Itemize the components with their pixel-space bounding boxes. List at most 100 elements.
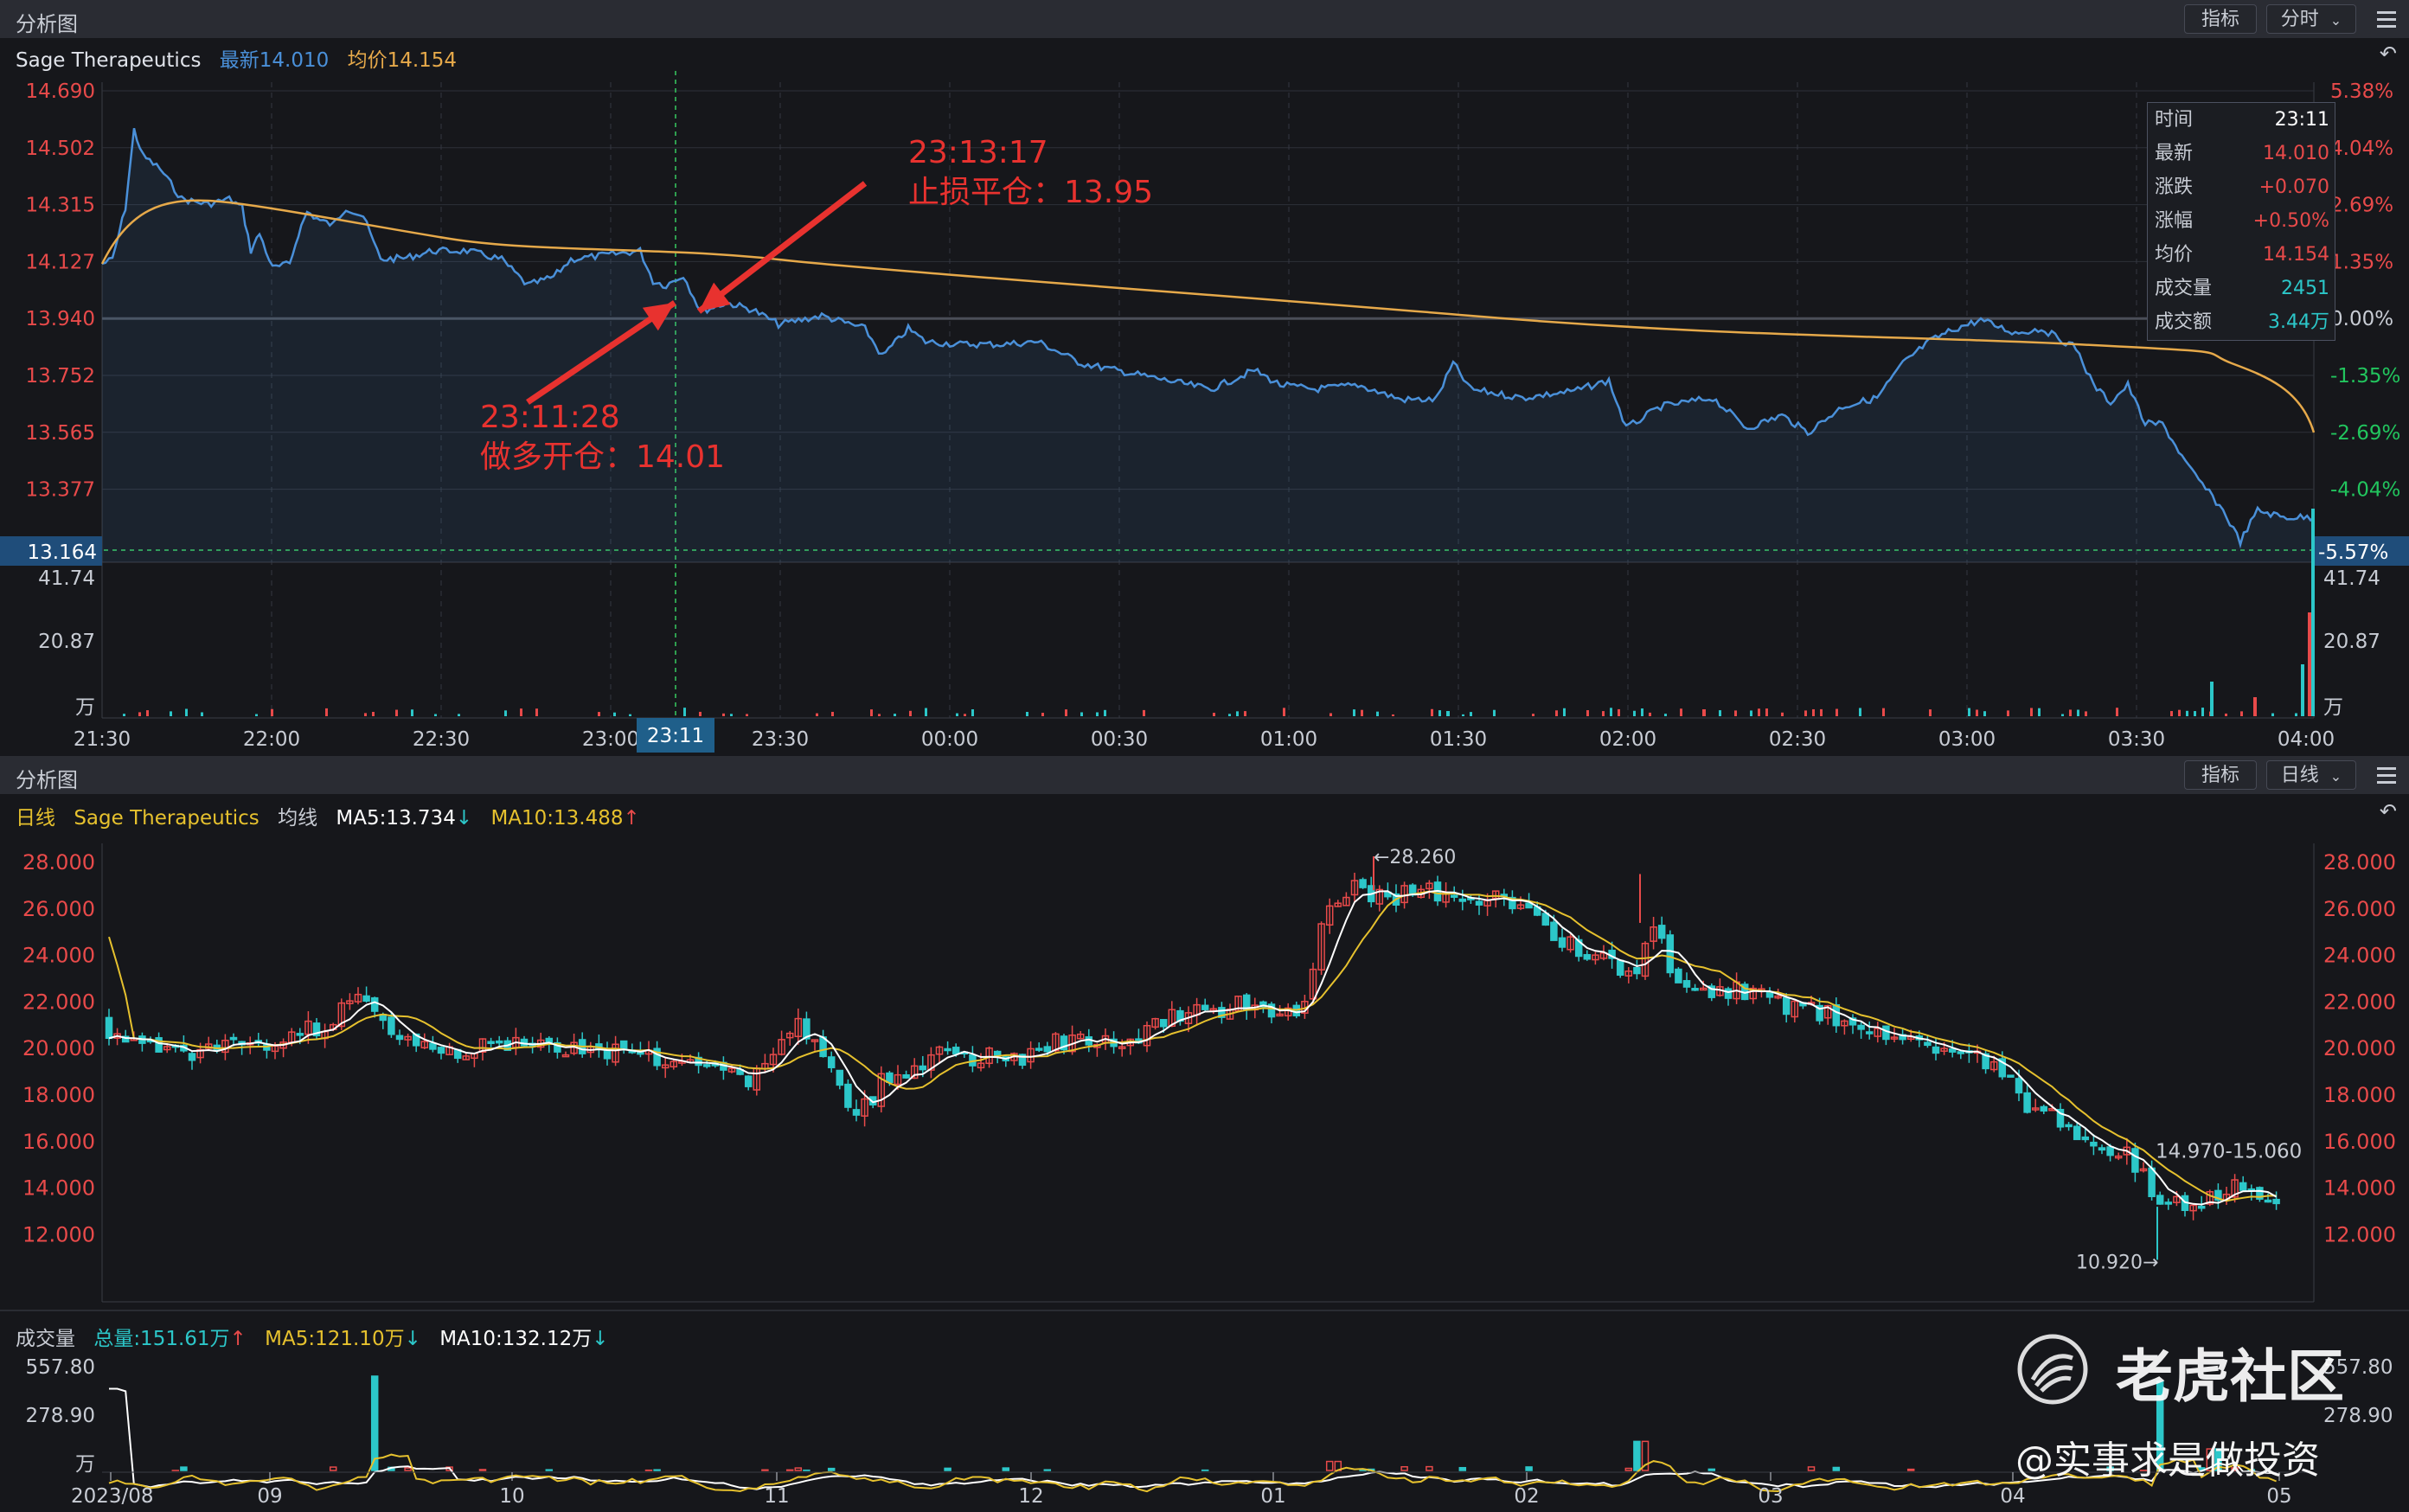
pct-tick-label: 0.00%: [2330, 308, 2393, 330]
volume-bar: [434, 714, 437, 716]
volume-bar: [1400, 1465, 1408, 1471]
undo-icon[interactable]: ↶: [2379, 42, 2397, 66]
candle-body: [221, 1040, 229, 1054]
candle-body: [478, 1038, 487, 1054]
volume-bar: [1228, 714, 1231, 716]
date-tick-label: 09: [257, 1485, 282, 1508]
top-indicator-button[interactable]: 指标: [2184, 4, 2257, 34]
candle-body: [1342, 896, 1350, 907]
price-tick-label: 14.690: [26, 80, 95, 103]
tooltip-key: 成交量: [2155, 278, 2213, 299]
price-tick-label: 13.752: [26, 365, 95, 388]
volume-bar: [925, 708, 927, 716]
candle-body: [196, 1048, 204, 1059]
ma5-label: MA5:13.734↓: [336, 807, 472, 830]
candle-body: [487, 1041, 495, 1044]
menu-icon[interactable]: [2377, 767, 2396, 788]
volume-bar: [2178, 709, 2181, 716]
volume-bar: [1859, 708, 1861, 716]
menu-icon[interactable]: [2377, 11, 2396, 32]
candle-body: [1749, 987, 1758, 1000]
candle-body: [852, 1109, 861, 1116]
volume-bar: [2038, 708, 2041, 716]
volume-bar: [1680, 708, 1682, 716]
candle-body: [2139, 1168, 2148, 1172]
tooltip-row: 均价 14.154: [2148, 238, 2335, 272]
candle-body: [1633, 967, 1641, 975]
kline-price-tick: 24.000: [22, 944, 95, 968]
candle-body: [1350, 880, 1359, 896]
candle-body: [1982, 1053, 1989, 1070]
volume-bar: [1702, 709, 1706, 716]
volume-info-line: 成交量 总量:151.61万↑ MA5:121.10万↓ MA10:132.12…: [16, 1322, 621, 1351]
volume-bar: [1758, 708, 1760, 716]
price-tick-label: 13.377: [26, 479, 95, 502]
candle-body: [1874, 1028, 1882, 1037]
volume-total-value: 总量:151.61万: [93, 1328, 230, 1350]
volume-bar: [1041, 713, 1044, 716]
volume-bar: [2301, 664, 2304, 716]
range-marker: 14.970-15.060: [2156, 1141, 2302, 1163]
date-tick-label: 11: [764, 1485, 789, 1508]
bottom-indicator-button[interactable]: 指标: [2184, 760, 2257, 790]
volume-bar: [370, 1375, 379, 1471]
date-tick-label: 2023/08: [71, 1485, 154, 1508]
undo-icon[interactable]: ↶: [2379, 799, 2397, 823]
volume-total: 总量:151.61万↑: [93, 1328, 247, 1350]
daily-kline-chart[interactable]: 28.000 28.000 26.000 26.000 24.000 24.000 22.0…: [0, 829, 2409, 1512]
volume-bar: [2201, 708, 2204, 716]
volume-bar: [683, 708, 686, 716]
kline-price-tick: 22.000: [22, 990, 95, 1014]
candle-body: [2131, 1148, 2139, 1173]
bottom-period-dropdown[interactable]: 日线 ⌄: [2266, 760, 2356, 790]
candle-body: [1882, 1025, 1890, 1041]
volume-bar: [2170, 711, 2173, 716]
volume-bar: [878, 714, 881, 716]
volume-ma5-line: [108, 1453, 2277, 1493]
candle-body: [2272, 1198, 2280, 1205]
candle-body: [603, 1049, 612, 1060]
candle-body: [985, 1047, 993, 1065]
volume-bar: [2214, 1448, 2222, 1471]
candle-body: [395, 1035, 404, 1041]
tooltip-row: 成交量 2451: [2148, 272, 2335, 305]
candle-body: [1566, 936, 1574, 951]
candle-body: [2164, 1201, 2173, 1205]
kline-price-tick-right: 14.000: [2323, 1176, 2396, 1201]
crosshair-time-box: [637, 718, 714, 753]
volume-bar: [1633, 1440, 1641, 1471]
volume-bar: [1143, 709, 1145, 716]
candle-body: [1426, 882, 1433, 890]
tooltip-row: 最新 14.010: [2148, 137, 2335, 170]
crosshair-price-label: 13.164: [28, 541, 97, 564]
volume-bar: [180, 1466, 188, 1471]
intraday-chart[interactable]: 14.690 14.502 14.315 14.127 13.940 13.752 13.5…: [0, 71, 2409, 756]
volume-ma10: MA10:132.12万↓: [439, 1328, 608, 1350]
pct-tick-label: -2.69%: [2330, 422, 2400, 445]
arrow-up-icon: ↑: [623, 807, 640, 830]
top-period-dropdown[interactable]: 分时 ⌄: [2266, 4, 2356, 34]
exit-price-annotation: 止损平仓：13.95: [908, 175, 1153, 210]
price-tick-label: 14.502: [26, 138, 95, 160]
exit-time-annotation: 23:13:17: [908, 135, 1048, 170]
candle-body: [1234, 995, 1242, 1012]
volume-bar: [458, 714, 460, 716]
volume-bar: [1641, 1440, 1650, 1471]
price-tick-label: 13.565: [26, 422, 95, 445]
tooltip-key: 最新: [2155, 143, 2194, 164]
candle-body: [1724, 988, 1733, 999]
chevron-down-icon: ⌄: [2329, 768, 2342, 785]
kline-price-tick-right: 16.000: [2323, 1130, 2396, 1154]
volume-bar: [1236, 711, 1239, 716]
volume-bar: [1532, 714, 1534, 716]
price-area-fill: [102, 128, 2314, 563]
candle-body: [2065, 1124, 2073, 1128]
volume-bar: [1493, 709, 1496, 716]
tooltip-key: 涨跌: [2155, 176, 2194, 198]
candle-body: [1650, 926, 1657, 942]
time-tick-label: 23:30: [752, 728, 809, 751]
kline-price-tick-right: 18.000: [2323, 1083, 2396, 1107]
kline-price-tick-right: 22.000: [2323, 990, 2396, 1014]
candle-body: [1118, 1046, 1126, 1049]
volume-bar: [372, 711, 375, 716]
